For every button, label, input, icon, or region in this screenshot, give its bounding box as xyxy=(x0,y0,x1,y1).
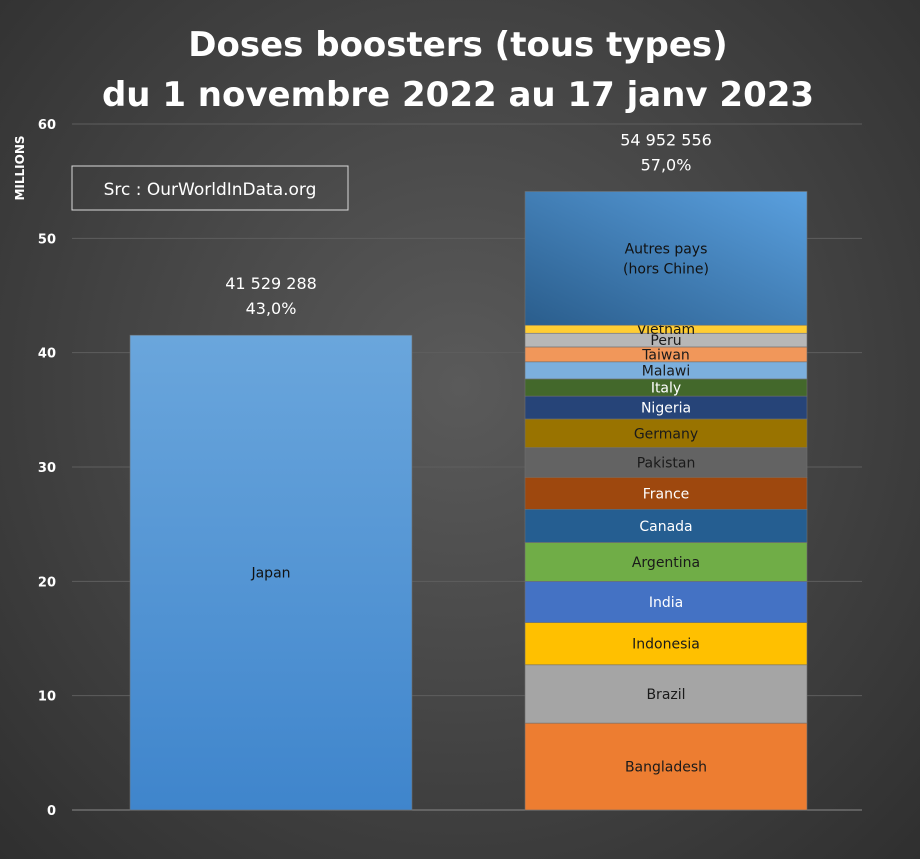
y-tick-label: 50 xyxy=(38,232,56,247)
segment-label: Vietnam xyxy=(637,322,695,338)
bar-segment xyxy=(524,581,808,623)
segment-label: France xyxy=(643,486,690,502)
segment-label: Peru xyxy=(650,333,681,349)
bar-1: Japan 41 529 288 43,0% xyxy=(129,274,413,811)
segment-label: Canada xyxy=(639,519,692,535)
bar-total-value: 54 952 556 xyxy=(620,130,712,149)
bars: Japan 41 529 288 43,0% Bangladesh Brazil Indo… xyxy=(129,130,808,811)
y-tick-label: 40 xyxy=(38,347,56,362)
bar-2: Bangladesh Brazil Indonesia India Argentina C… xyxy=(524,130,808,811)
source-box: Src : OurWorldInData.org xyxy=(71,165,349,211)
bar-segment xyxy=(524,476,808,510)
bar-segment xyxy=(524,722,808,811)
source-note: Src : OurWorldInData.org xyxy=(104,180,317,200)
chart-title-line-1: Doses boosters (tous types) xyxy=(188,25,727,65)
segment-label: Japan xyxy=(250,566,290,582)
bar-share-percent: 57,0% xyxy=(641,155,692,174)
segment-label: Taiwan xyxy=(641,347,690,363)
y-tick-label: 0 xyxy=(47,804,56,819)
segment-label: Malawi xyxy=(642,363,690,379)
y-axis-label: MILLIONS xyxy=(13,135,27,200)
segment-label: India xyxy=(649,595,683,611)
segment-label: Argentina xyxy=(632,555,700,571)
segment-label: Bangladesh xyxy=(625,760,707,776)
y-tick-label: 30 xyxy=(38,461,56,476)
bar-segment xyxy=(524,664,808,724)
bar-segment xyxy=(524,622,808,666)
bar-segment xyxy=(524,418,808,448)
segment-label: Germany xyxy=(634,426,698,442)
y-tick-label: 60 xyxy=(38,118,56,133)
chart-title-line-2: du 1 novembre 2022 au 17 janv 2023 xyxy=(102,75,814,115)
y-tick-label: 10 xyxy=(38,690,56,705)
segment-label: Pakistan xyxy=(637,455,696,471)
segment-label: Indonesia xyxy=(632,637,700,653)
source-box-border xyxy=(71,165,349,211)
segment-label: Italy xyxy=(651,381,681,397)
y-axis-ticks: 0 10 20 30 40 50 60 xyxy=(38,118,56,819)
bar-segment xyxy=(524,509,808,543)
bar-share-percent: 43,0% xyxy=(246,299,297,318)
bar-total-value: 41 529 288 xyxy=(225,274,317,293)
y-tick-label: 20 xyxy=(38,575,56,590)
segment-label: Autres pays (hors Chine) xyxy=(623,241,709,277)
bar-segment xyxy=(524,191,808,326)
bar-segment xyxy=(524,542,808,582)
segment-label: Brazil xyxy=(646,687,685,703)
bar-segment xyxy=(129,334,413,811)
segment-label: Nigeria xyxy=(641,401,691,417)
